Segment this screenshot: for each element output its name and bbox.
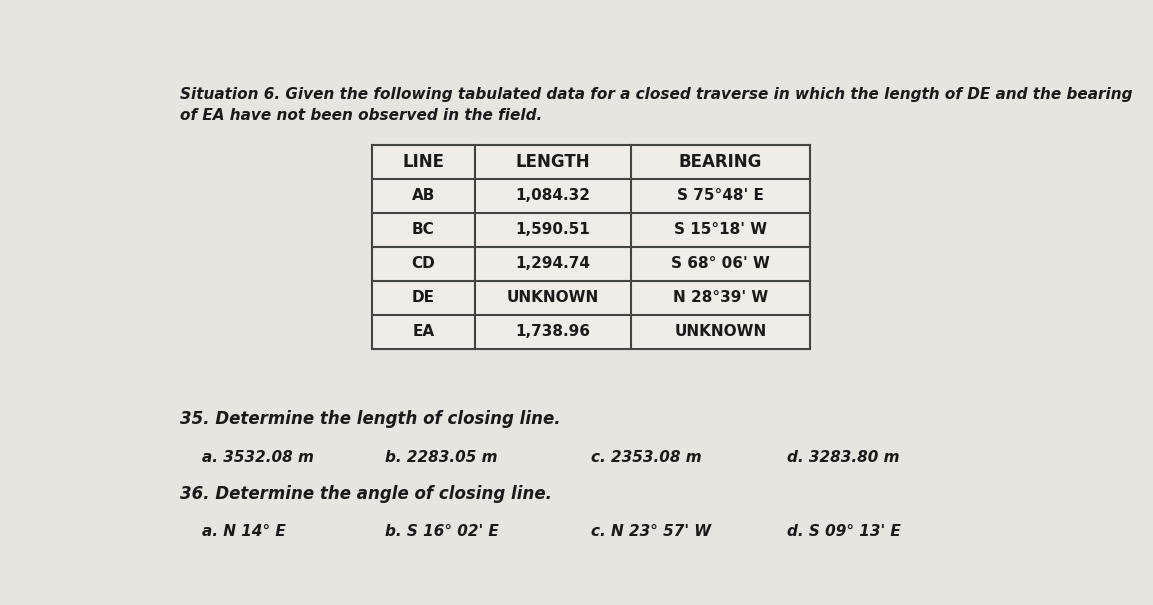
Text: LINE: LINE (402, 153, 444, 171)
Text: BEARING: BEARING (679, 153, 762, 171)
Text: b. S 16° 02' E: b. S 16° 02' E (385, 525, 499, 540)
Text: 35. Determine the length of closing line.: 35. Determine the length of closing line… (180, 410, 560, 428)
Text: LENGTH: LENGTH (515, 153, 590, 171)
Text: b. 2283.05 m: b. 2283.05 m (385, 450, 498, 465)
Text: 36. Determine the angle of closing line.: 36. Determine the angle of closing line. (180, 485, 552, 503)
Text: d. 3283.80 m: d. 3283.80 m (787, 450, 900, 465)
Text: CD: CD (412, 257, 435, 271)
Text: DE: DE (412, 290, 435, 306)
Text: 1,738.96: 1,738.96 (515, 324, 590, 339)
Text: EA: EA (413, 324, 435, 339)
Text: a. 3532.08 m: a. 3532.08 m (202, 450, 314, 465)
Text: S 15°18' W: S 15°18' W (673, 222, 767, 237)
Text: c. 2353.08 m: c. 2353.08 m (590, 450, 701, 465)
Text: N 28°39' W: N 28°39' W (673, 290, 768, 306)
Text: UNKNOWN: UNKNOWN (675, 324, 767, 339)
Text: 1,084.32: 1,084.32 (515, 188, 590, 203)
Text: c. N 23° 57' W: c. N 23° 57' W (590, 525, 711, 540)
Text: AB: AB (412, 188, 435, 203)
Text: a. N 14° E: a. N 14° E (202, 525, 286, 540)
Text: d. S 09° 13' E: d. S 09° 13' E (787, 525, 902, 540)
Text: UNKNOWN: UNKNOWN (507, 290, 600, 306)
Text: 1,590.51: 1,590.51 (515, 222, 590, 237)
Text: Situation 6. Given the following tabulated data for a closed traverse in which t: Situation 6. Given the following tabulat… (180, 87, 1132, 102)
Text: of EA have not been observed in the field.: of EA have not been observed in the fiel… (180, 108, 542, 123)
Text: S 75°48' E: S 75°48' E (677, 188, 764, 203)
Text: S 68° 06' W: S 68° 06' W (671, 257, 770, 271)
Bar (372, 145, 809, 349)
Text: 1,294.74: 1,294.74 (515, 257, 590, 271)
Text: BC: BC (412, 222, 435, 237)
